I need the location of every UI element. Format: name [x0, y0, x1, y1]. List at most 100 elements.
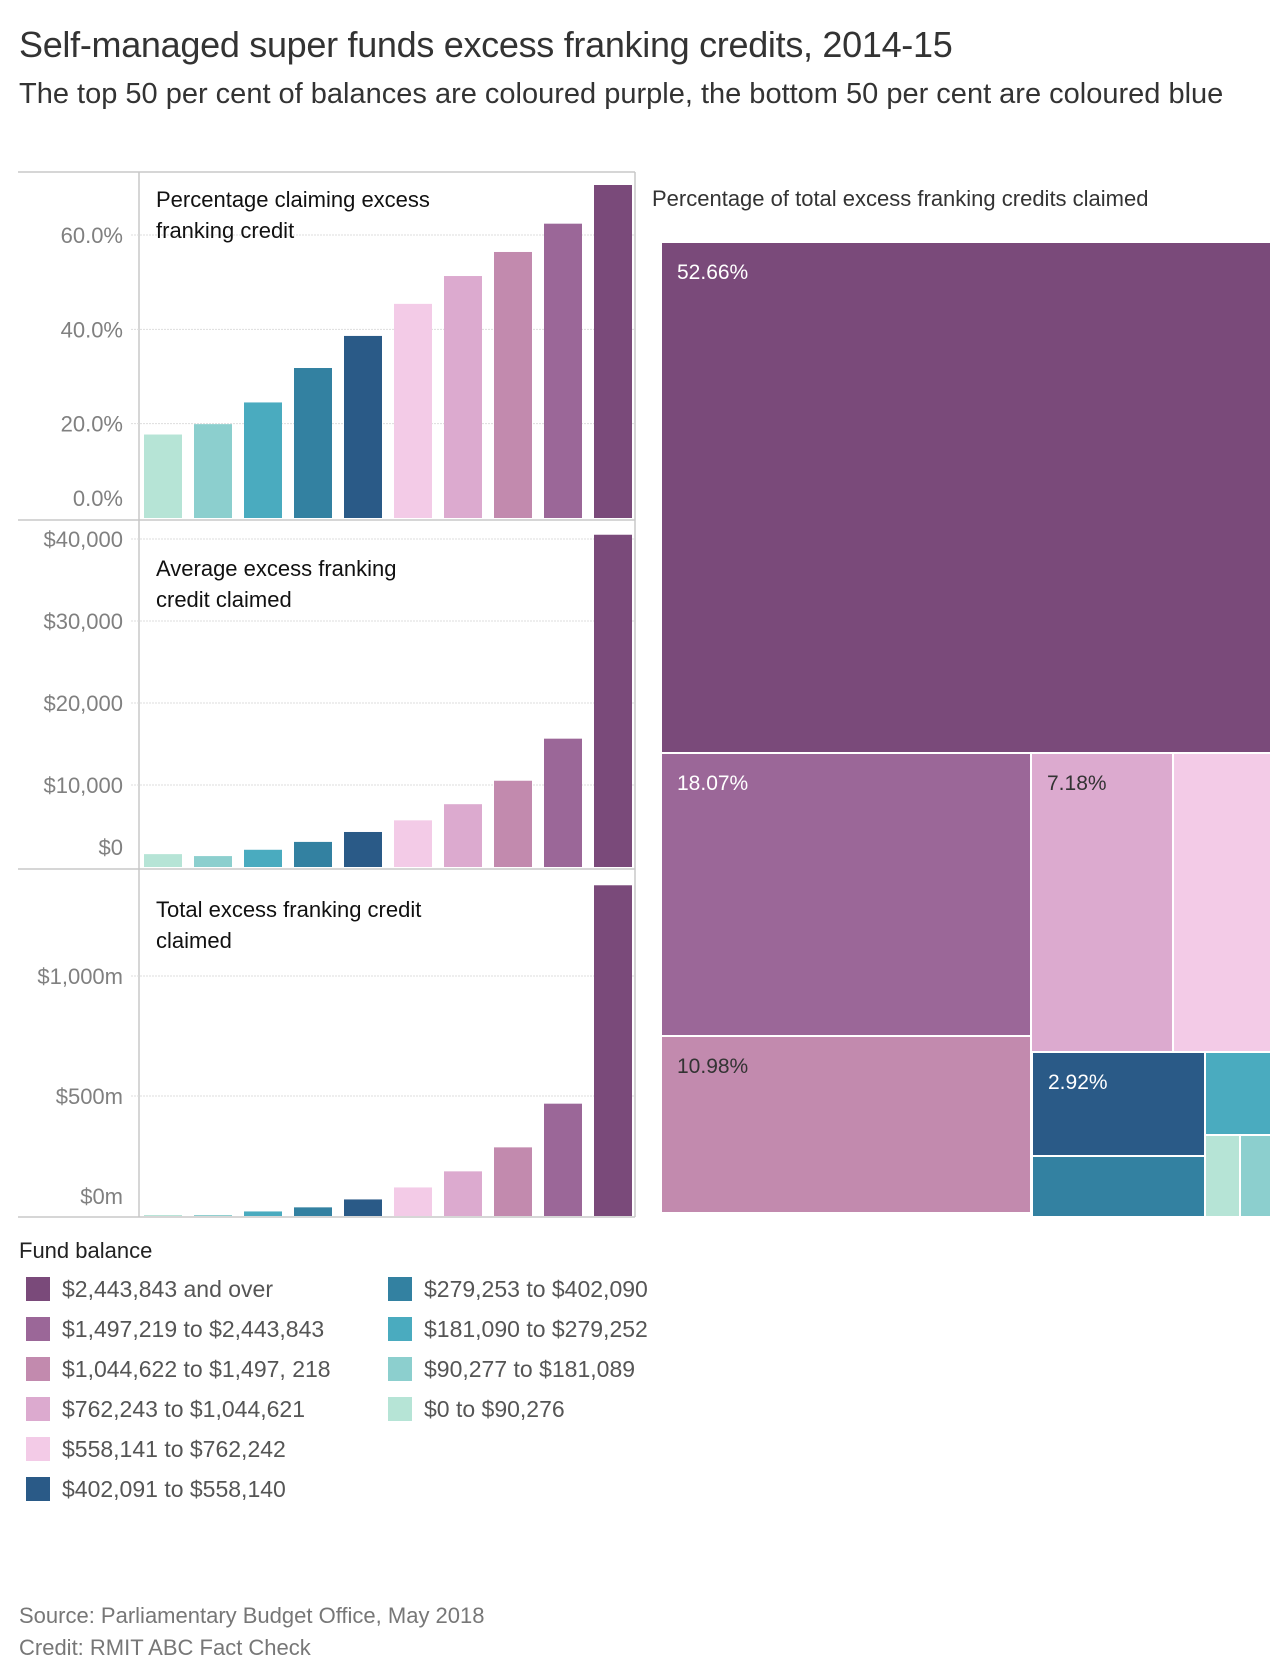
treemap-cell: 18.07%	[662, 754, 1030, 1035]
treemap-cell	[1241, 1136, 1270, 1216]
treemap-cell-label: 7.18%	[1047, 772, 1107, 795]
legend-item[interactable]: $402,091 to $558,140	[26, 1474, 286, 1504]
bar: $0 to $90,276: 4	[144, 1215, 182, 1216]
bar: $181,090 to $279,252: 2100	[244, 849, 282, 867]
bar: $279,253 to $402,090: 3060	[294, 841, 332, 867]
bars: $0 to $90,276: 17.7 $90,277 to $181,089: …	[144, 185, 632, 1216]
treemap-cell	[1033, 1157, 1204, 1216]
y-tick-label: 40.0%	[61, 317, 123, 342]
legend-item[interactable]: $279,253 to $402,090	[388, 1274, 648, 1304]
bar: $181,090 to $279,252: 24.5	[244, 402, 282, 518]
bar-charts: $0 to $90,276: 17.7 $90,277 to $181,089: …	[18, 171, 636, 1218]
bar: $90,277 to $181,089: 1330	[194, 856, 232, 867]
legend-item[interactable]: $2,443,843 and over	[26, 1274, 273, 1304]
y-tick-label: $0	[99, 835, 123, 860]
legend-swatch	[388, 1357, 412, 1381]
bar: $402,091 to $558,140: 69	[344, 1199, 382, 1216]
panel-frames	[18, 171, 636, 1218]
y-tick-label: 20.0%	[61, 412, 123, 437]
legend-label: $402,091 to $558,140	[62, 1475, 286, 1502]
legend-label: $0 to $90,276	[424, 1395, 565, 1422]
bar: $0 to $90,276: 17.7	[144, 434, 182, 518]
bar: $1,044,622 to $1,497, 218: 286	[494, 1147, 532, 1216]
bar: $1,497,219 to $2,443,843: 468	[544, 1103, 582, 1216]
y-tick-label: $40,000	[43, 527, 123, 552]
bar: $402,091 to $558,140: 38.6	[344, 335, 382, 518]
legend-swatch	[26, 1397, 50, 1421]
bar: $90,277 to $181,089: 19.9	[194, 424, 232, 518]
y-tick-label: $1,000m	[37, 964, 123, 989]
legend-item[interactable]: $90,277 to $181,089	[388, 1354, 635, 1384]
legend-item[interactable]: $0 to $90,276	[388, 1394, 565, 1424]
bar: $2,443,843 and over: 40520	[594, 534, 632, 867]
treemap-cell: 2.92%	[1033, 1053, 1204, 1155]
legend-swatch	[26, 1437, 50, 1461]
legend-item[interactable]: $1,044,622 to $1,497, 218	[26, 1354, 331, 1384]
treemap-cell	[1206, 1136, 1239, 1216]
legend-label: $1,497,219 to $2,443,843	[62, 1315, 325, 1342]
legend-label: $2,443,843 and over	[62, 1275, 274, 1302]
legend-label: $181,090 to $279,252	[424, 1315, 648, 1342]
bar: $762,243 to $1,044,621: 51.3	[444, 276, 482, 518]
treemap-cell-label: 10.98%	[677, 1055, 749, 1078]
legend-swatch	[26, 1277, 50, 1301]
treemap-cell-label: 18.07%	[677, 772, 749, 795]
treemap-cell-label: 2.92%	[1048, 1071, 1108, 1094]
bar: $402,091 to $558,140: 4270	[344, 831, 382, 867]
bar: $181,090 to $279,252: 19	[244, 1211, 282, 1216]
y-tick-label: $0m	[80, 1184, 123, 1209]
bar: $1,044,622 to $1,497, 218: 10520	[494, 780, 532, 867]
legend-swatch	[388, 1397, 412, 1421]
bar: $1,497,219 to $2,443,843: 15650	[544, 738, 582, 867]
bar: $279,253 to $402,090: 36	[294, 1207, 332, 1216]
legend-item[interactable]: $558,141 to $762,242	[26, 1434, 286, 1464]
legend-swatch	[26, 1477, 50, 1501]
bar: $0 to $90,276: 1570	[144, 854, 182, 867]
treemap-cell: 10.98%	[662, 1037, 1030, 1212]
y-tick-label: $10,000	[43, 773, 123, 798]
bar: $1,044,622 to $1,497, 218: 56.4	[494, 251, 532, 519]
y-tick-label: $30,000	[43, 609, 123, 634]
bar: $762,243 to $1,044,621: 7660	[444, 804, 482, 867]
panel-title-average-claimed: Average excess franking credit claimed	[156, 556, 397, 612]
legend-swatch	[388, 1317, 412, 1341]
chart-subtitle: The top 50 per cent of balances are colo…	[19, 78, 1224, 110]
panel-title-total-claimed: Total excess franking credit claimed	[156, 897, 422, 953]
legend-swatch	[388, 1277, 412, 1301]
bar: $1,497,219 to $2,443,843: 62.4	[544, 223, 582, 518]
legend-item[interactable]: $181,090 to $279,252	[388, 1314, 648, 1344]
y-tick-label: $20,000	[43, 691, 123, 716]
legend-label: $1,044,622 to $1,497, 218	[62, 1355, 331, 1382]
treemap-cell: 7.18%	[1032, 754, 1172, 1051]
treemap-title: Percentage of total excess franking cred…	[652, 186, 1149, 211]
legend-swatch	[26, 1317, 50, 1341]
treemap-cell: 52.66%	[662, 243, 1270, 752]
legend-item[interactable]: $762,243 to $1,044,621	[26, 1394, 305, 1424]
source-credit: Source: Parliamentary Budget Office, May…	[19, 1600, 485, 1664]
panel-title-percentage-claiming: Percentage claiming excess franking cred…	[156, 187, 430, 243]
legend-title: Fund balance	[19, 1238, 153, 1263]
bar: $2,443,843 and over: 1378	[594, 885, 632, 1216]
treemap-cell-label: 52.66%	[677, 261, 749, 284]
chart-title: Self-managed super funds excess franking…	[19, 24, 953, 65]
legend-label: $558,141 to $762,242	[62, 1435, 286, 1462]
bar: $762,243 to $1,044,621: 186	[444, 1171, 482, 1216]
legend-item[interactable]: $1,497,219 to $2,443,843	[26, 1314, 324, 1344]
legend-swatch	[26, 1357, 50, 1381]
legend-label: $279,253 to $402,090	[424, 1275, 648, 1302]
legend-label: $90,277 to $181,089	[424, 1355, 636, 1382]
bar: $2,443,843 and over: 70.6	[594, 185, 632, 518]
y-tick-label: $500m	[56, 1084, 123, 1109]
legend-label: $762,243 to $1,044,621	[62, 1395, 306, 1422]
treemap-cell	[1206, 1053, 1270, 1134]
credit-text: Credit: RMIT ABC Fact Check	[19, 1635, 311, 1660]
bar: $558,141 to $762,242: 5690	[394, 820, 432, 867]
bar: $558,141 to $762,242: 45.4	[394, 303, 432, 518]
source-text: Source: Parliamentary Budget Office, May…	[19, 1603, 485, 1628]
bar: $558,141 to $762,242: 119	[394, 1187, 432, 1216]
y-tick-label: 0.0%	[73, 486, 123, 511]
y-tick-labels: 0.0% 20.0% 40.0% 60.0% $0 $10,000 $20,000 $30,0…	[37, 223, 123, 1209]
bar: $90,277 to $181,089: 4	[194, 1215, 232, 1216]
y-tick-label: 60.0%	[61, 223, 123, 248]
bar: $279,253 to $402,090: 31.8	[294, 368, 332, 518]
